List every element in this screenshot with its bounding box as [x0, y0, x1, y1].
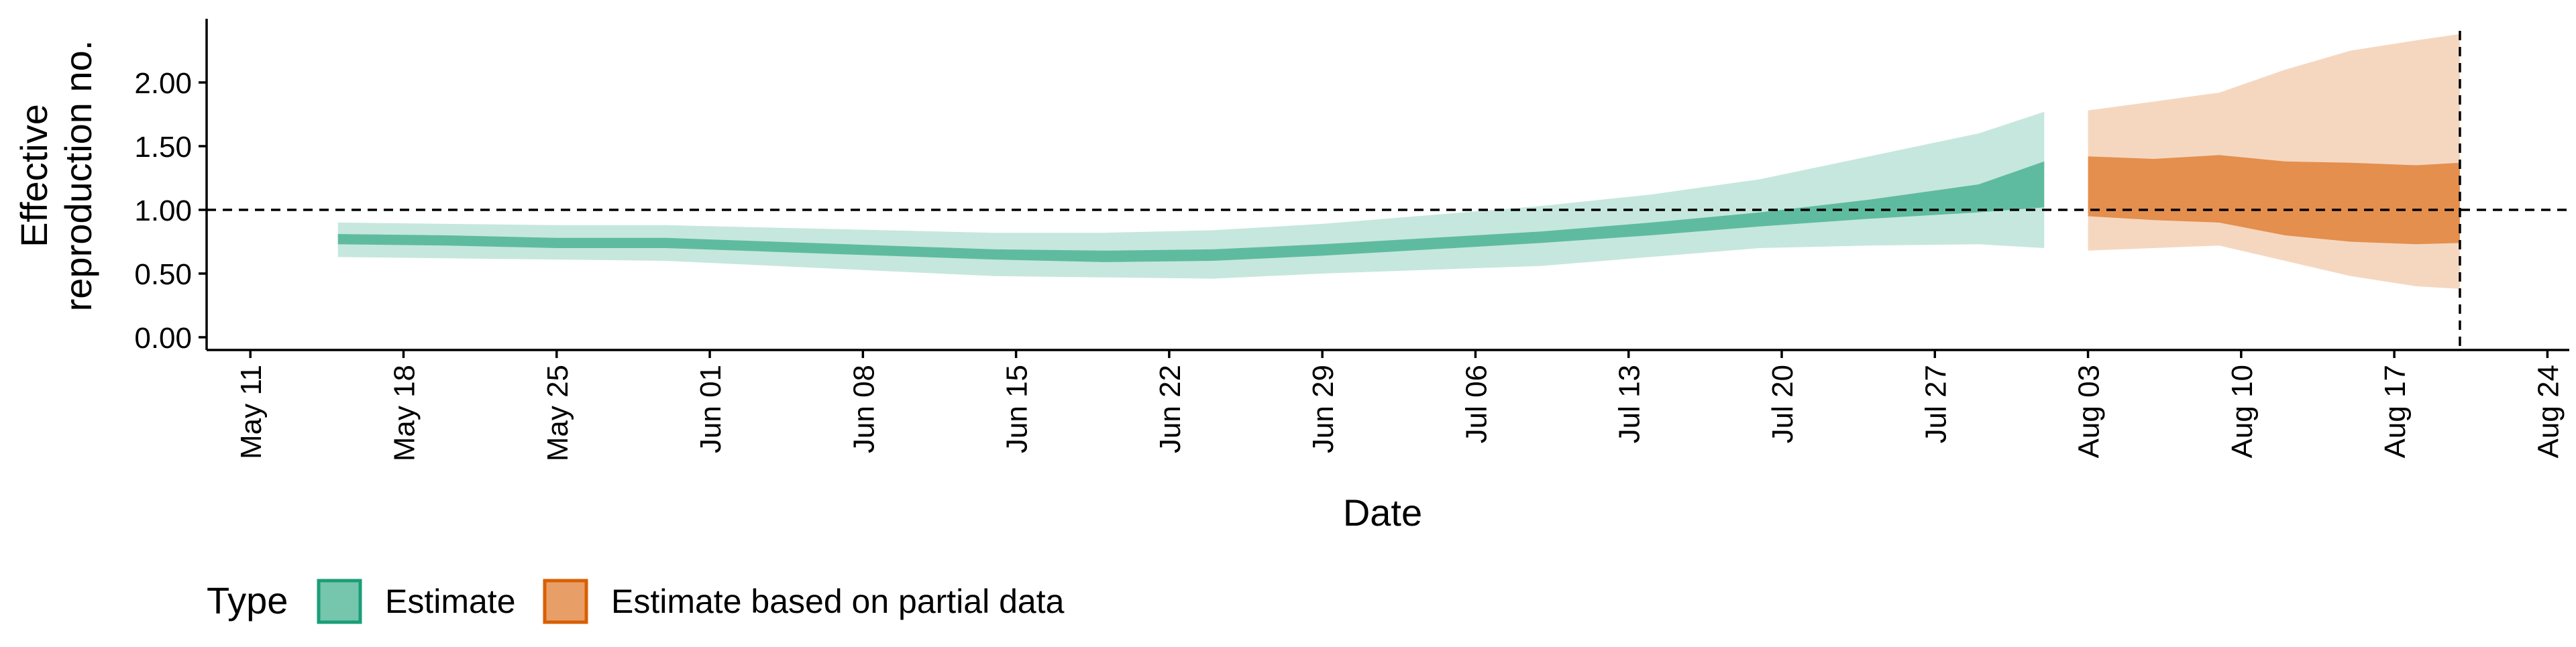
- x-tick-label: Jun 15: [1001, 365, 1034, 453]
- x-tick-label: Jun 01: [694, 365, 727, 453]
- x-tick-label: Jul 20: [1766, 365, 1799, 443]
- plot-bands: [337, 34, 2460, 289]
- y-tick-label: 1.00: [134, 194, 192, 227]
- x-tick-label: Jun 08: [847, 365, 880, 453]
- y-axis-label-line-2: reproduction no.: [57, 40, 99, 312]
- x-tick-label: Aug 03: [2073, 365, 2106, 458]
- y-tick-label: 0.50: [134, 258, 192, 291]
- x-tick-label: Jul 06: [1460, 365, 1493, 443]
- x-tick-label: Aug 10: [2226, 365, 2259, 458]
- y-tick-label: 2.00: [134, 67, 192, 100]
- legend-title: Type: [207, 579, 288, 622]
- x-tick-label: Aug 17: [2379, 365, 2412, 458]
- legend: Type Estimate Estimate based on partial …: [207, 579, 1065, 624]
- band-50-estimate: [337, 161, 2045, 262]
- x-axis-label: Date: [1343, 491, 1422, 534]
- x-tick-label: Jul 13: [1613, 365, 1646, 443]
- x-tick-label: Jul 27: [1919, 365, 1952, 443]
- x-tick-label: Aug 24: [2532, 365, 2565, 458]
- y-tick-label: 1.50: [134, 131, 192, 164]
- legend-label-estimate: Estimate: [385, 583, 516, 620]
- reference-lines: [207, 31, 2569, 350]
- band-50-partial: [2088, 155, 2460, 245]
- x-tick-label: Jun 22: [1154, 365, 1187, 453]
- legend-label-partial: Estimate based on partial data: [611, 583, 1065, 620]
- x-tick-label: May 11: [235, 365, 268, 459]
- x-tick-label: Jun 29: [1307, 365, 1340, 453]
- legend-key-partial: [543, 579, 588, 624]
- x-axis: May 11 May 18 May 25 Jun 01 Jun 08 Jun 15 Jun …: [207, 349, 2569, 461]
- x-tick-label: May 18: [388, 365, 421, 461]
- y-axis: 0.00 0.50 1.00 1.50 2.00: [134, 19, 208, 355]
- y-axis-label-line-1: Effective: [13, 104, 55, 247]
- legend-key-estimate: [317, 579, 362, 624]
- x-tick-label: May 25: [541, 365, 574, 461]
- y-tick-label: 0.00: [134, 322, 192, 355]
